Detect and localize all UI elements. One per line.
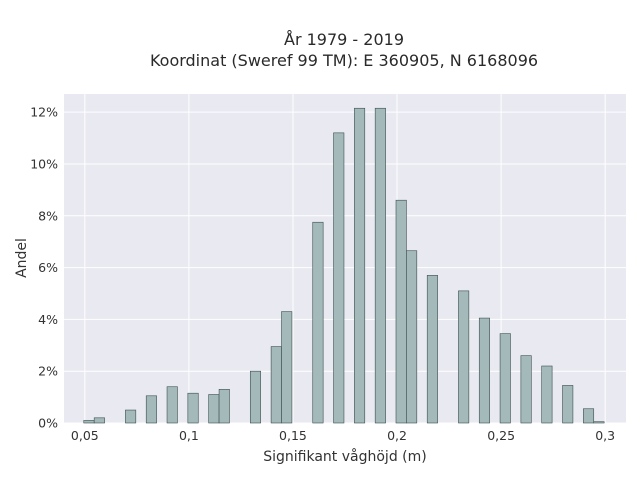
- chart-title-line1: År 1979 - 2019: [284, 30, 404, 49]
- y-tick-label: 2%: [38, 364, 58, 379]
- histogram-bar: [562, 385, 574, 424]
- x-tick-label: 0,25: [487, 428, 515, 443]
- y-tick-label: 12%: [30, 105, 58, 120]
- x-axis-title: Signifikant våghöjd (m): [263, 448, 426, 465]
- y-tick-label: 8%: [38, 208, 58, 223]
- y-axis-title: Andel: [14, 238, 30, 278]
- histogram-bar: [83, 420, 95, 424]
- y-tick-label: 6%: [38, 260, 58, 275]
- histogram-bar: [395, 199, 407, 424]
- histogram-bar: [208, 394, 220, 424]
- histogram-bar: [374, 107, 386, 424]
- histogram-bar: [458, 290, 470, 424]
- histogram-bar: [187, 392, 199, 424]
- histogram-bar: [583, 408, 595, 424]
- x-tick-label: 0,15: [279, 428, 307, 443]
- y-tick-label: 10%: [30, 156, 58, 171]
- histogram-bar: [333, 132, 345, 424]
- histogram-bars: [83, 107, 605, 424]
- x-tick-label: 0,3: [595, 428, 615, 443]
- x-tick-label: 0,05: [71, 428, 99, 443]
- y-tick-label: 0%: [38, 416, 58, 431]
- histogram-bar: [166, 386, 178, 424]
- chart-title-line2: Koordinat (Sweref 99 TM): E 360905, N 61…: [150, 51, 538, 70]
- histogram-bar: [312, 221, 324, 424]
- y-tick-label: 4%: [38, 312, 58, 327]
- histogram-bar: [125, 409, 137, 424]
- histogram-bar: [249, 370, 261, 424]
- histogram-bar: [520, 355, 532, 424]
- histogram-bar: [354, 107, 366, 424]
- histogram-bar: [406, 250, 418, 424]
- histogram-bar: [593, 421, 605, 424]
- y-gridlines: [64, 111, 626, 424]
- histogram-bar: [281, 311, 293, 424]
- histogram-bar: [478, 317, 490, 424]
- x-tick-label: 0,1: [179, 428, 199, 443]
- histogram-bar: [270, 346, 282, 424]
- x-tick-label: 0,2: [387, 428, 407, 443]
- x-tick-labels: 0,05 0,1 0,15 0,2 0,25 0,3: [71, 428, 615, 443]
- histogram-bar: [93, 417, 105, 424]
- y-tick-labels: 0% 2% 4% 6% 8% 10% 12%: [30, 105, 58, 431]
- histogram-bar: [145, 395, 157, 424]
- histogram-bar: [499, 333, 511, 424]
- histogram-bar: [541, 365, 553, 424]
- histogram-bar: [426, 275, 438, 424]
- plot-area: [64, 94, 626, 423]
- histogram-bar: [218, 389, 230, 424]
